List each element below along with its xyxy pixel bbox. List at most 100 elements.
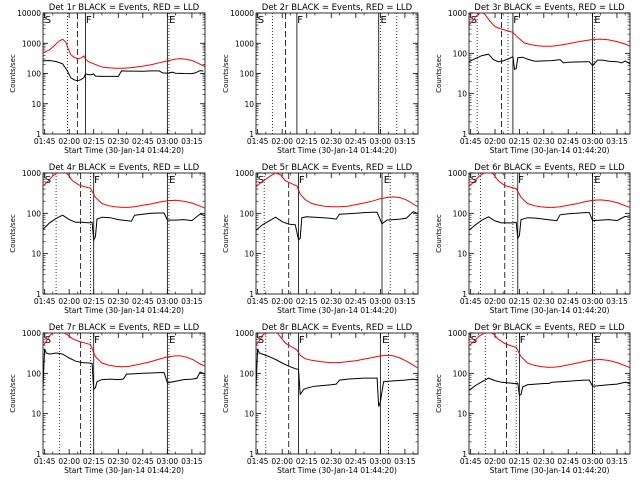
- x-tick-label: 02:15: [509, 137, 531, 146]
- x-tick-label: 03:15: [181, 137, 203, 146]
- marker-f: F: [299, 175, 305, 186]
- x-tick-label: 03:15: [606, 137, 628, 146]
- x-tick-label: 02:30: [533, 457, 555, 466]
- y-tick-label: 1000: [448, 329, 467, 338]
- x-tick-label: 02:30: [107, 137, 129, 146]
- series-group: [469, 173, 630, 240]
- x-tick-label: 03:00: [157, 137, 179, 146]
- lld-series-line: [469, 13, 630, 47]
- x-tick-label: 03:00: [582, 137, 604, 146]
- marker-e: E: [384, 175, 390, 186]
- x-tick-label: 01:45: [247, 297, 269, 306]
- marker-f: F: [299, 335, 305, 346]
- y-tick-label: 1: [462, 450, 467, 459]
- x-tick-label: 02:15: [83, 457, 105, 466]
- plot-frame: [468, 332, 631, 455]
- x-tick-label: 02:00: [58, 457, 80, 466]
- x-tick-label: 02:15: [296, 297, 318, 306]
- marker-f: F: [94, 335, 100, 346]
- x-tick-label: 02:00: [484, 297, 506, 306]
- marker-e: E: [594, 335, 600, 346]
- detector-panel: Det 7r BLACK = Events, RED = LLD 1 10 100 10…: [9, 323, 206, 475]
- marker-f: F: [297, 15, 303, 26]
- detector-panel: Det 9r BLACK = Events, RED = LLD 1 10 100 10…: [435, 323, 631, 475]
- x-axis-label: Start Time (30-Jan-14 01:44:20): [64, 146, 184, 155]
- x-tick-label: 03:00: [370, 457, 392, 466]
- plot-frame: [255, 12, 419, 135]
- x-tick-label: 02:00: [484, 137, 506, 146]
- x-tick-label: 02:00: [58, 297, 80, 306]
- marker-s: S: [45, 15, 51, 26]
- x-tick-label: 02:30: [533, 297, 555, 306]
- panel-title: Det 6r BLACK = Events, RED = LLD: [474, 163, 625, 173]
- panel-title: Det 5r BLACK = Events, RED = LLD: [262, 163, 413, 173]
- marker-e: E: [594, 15, 600, 26]
- y-tick-label: 10: [31, 100, 41, 109]
- y-tick-label: 10: [244, 100, 254, 109]
- marker-e: E: [380, 15, 386, 26]
- series-group: [469, 13, 630, 71]
- x-tick-label: 03:00: [582, 297, 604, 306]
- y-tick-label: 10000: [230, 9, 254, 18]
- x-tick-label: 02:45: [557, 137, 579, 146]
- y-tick-label: 100: [240, 369, 255, 378]
- y-tick-label: 100: [240, 70, 255, 79]
- detector-panel: Det 3r BLACK = Events, RED = LLD 1 10 100 10…: [435, 3, 631, 155]
- marker-e: E: [382, 335, 388, 346]
- x-axis-label: Start Time (30-Jan-14 01:44:20): [64, 466, 184, 475]
- y-tick-label: 10: [31, 410, 41, 419]
- x-tick-label: 03:00: [157, 457, 179, 466]
- x-tick-label: 01:45: [247, 137, 269, 146]
- series-group: [469, 333, 630, 397]
- x-tick-label: 02:45: [345, 137, 367, 146]
- plot-frame: [255, 172, 419, 295]
- x-tick-label: 03:15: [394, 297, 416, 306]
- y-tick-label: 1: [36, 450, 41, 459]
- x-tick-label: 02:30: [107, 457, 129, 466]
- y-tick-label: 1000: [235, 329, 254, 338]
- x-axis-label: Start Time (30-Jan-14 01:44:20): [277, 466, 397, 475]
- y-tick-label: 10000: [17, 9, 41, 18]
- x-tick-label: 03:15: [181, 297, 203, 306]
- marker-e: E: [169, 15, 175, 26]
- marker-s: S: [258, 175, 264, 186]
- x-tick-label: 02:30: [107, 297, 129, 306]
- y-tick-label: 10: [457, 410, 467, 419]
- x-tick-label: 03:00: [582, 457, 604, 466]
- y-axis-label: Counts/sec: [222, 374, 230, 413]
- y-axis-label: Counts/sec: [9, 214, 17, 253]
- x-axis-label: Start Time (30-Jan-14 01:44:20): [490, 146, 610, 155]
- plot-frame: [42, 332, 206, 455]
- x-tick-label: 02:15: [83, 297, 105, 306]
- marker-f: F: [513, 15, 519, 26]
- series-group: [256, 333, 418, 407]
- x-tick-label: 03:15: [606, 297, 628, 306]
- marker-s: S: [258, 335, 264, 346]
- y-axis-label: Counts/sec: [9, 374, 17, 413]
- y-axis-label: Counts/sec: [9, 54, 17, 93]
- x-tick-label: 03:15: [394, 457, 416, 466]
- y-tick-label: 10: [457, 90, 467, 99]
- series-group: [43, 173, 205, 242]
- x-tick-label: 01:45: [34, 457, 56, 466]
- lld-series-line: [469, 173, 630, 208]
- y-tick-label: 1: [462, 130, 467, 139]
- y-axis-label: Counts/sec: [435, 374, 443, 413]
- panel-title: Det 1r BLACK = Events, RED = LLD: [49, 3, 200, 13]
- x-tick-label: 03:15: [181, 457, 203, 466]
- marker-s: S: [471, 15, 477, 26]
- detector-panel: Det 6r BLACK = Events, RED = LLD 1 10 100 10…: [435, 163, 631, 315]
- x-tick-label: 03:00: [370, 297, 392, 306]
- marker-s: S: [471, 335, 477, 346]
- y-tick-label: 1: [249, 130, 254, 139]
- x-tick-label: 02:15: [296, 137, 318, 146]
- y-tick-label: 1000: [22, 329, 41, 338]
- x-tick-label: 02:15: [296, 457, 318, 466]
- y-tick-label: 10: [244, 250, 254, 259]
- events-series-line: [469, 53, 630, 71]
- lld-series-line: [469, 333, 630, 369]
- plot-frame: [468, 172, 631, 295]
- marker-f: F: [518, 175, 524, 186]
- marker-f: F: [86, 15, 92, 26]
